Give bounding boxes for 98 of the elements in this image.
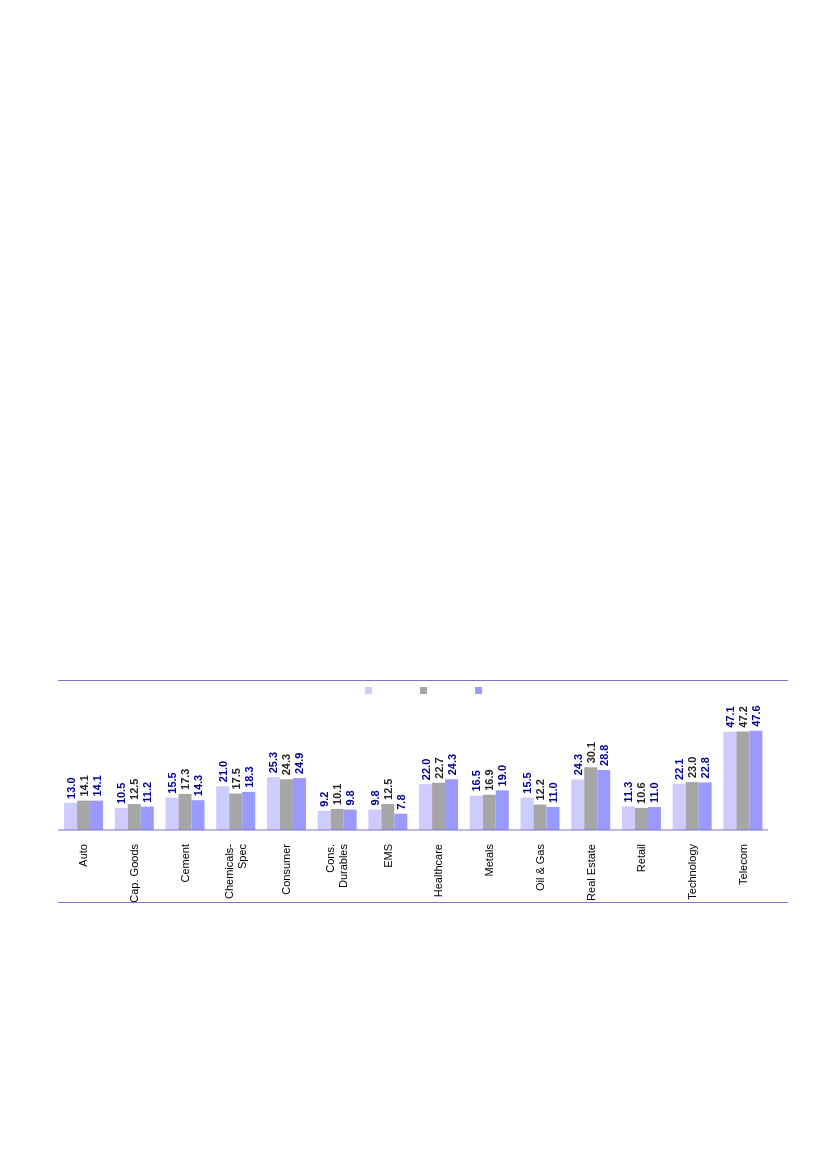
bar xyxy=(90,800,104,830)
bar xyxy=(317,810,331,830)
bar xyxy=(178,793,192,830)
data-label: 47.2 xyxy=(736,706,749,728)
data-label: 24.9 xyxy=(293,752,306,775)
x-tick-label: Oil & Gas xyxy=(533,843,546,892)
bar xyxy=(419,784,433,830)
data-label: 12.2 xyxy=(534,779,547,801)
data-label: 11.0 xyxy=(547,782,560,804)
data-label: 10.5 xyxy=(115,782,128,805)
data-label: 11.2 xyxy=(141,781,154,803)
x-tick-label: Cons. Durables xyxy=(324,843,350,889)
data-label: 12.5 xyxy=(381,778,394,800)
data-label: 22.7 xyxy=(432,757,445,779)
data-label: 15.5 xyxy=(521,772,534,794)
bar xyxy=(432,782,446,830)
x-tick-label: Healthcare xyxy=(432,844,445,898)
bar xyxy=(292,778,306,830)
bar xyxy=(229,793,243,830)
data-label: 17.5 xyxy=(229,768,242,790)
data-label: 9.2 xyxy=(318,791,331,807)
bar xyxy=(634,807,648,830)
data-label: 9.8 xyxy=(344,790,357,806)
data-label: 28.8 xyxy=(597,744,610,766)
data-label: 14.1 xyxy=(90,775,103,797)
bar xyxy=(482,794,496,830)
data-label: 24.3 xyxy=(571,753,584,776)
data-label: 16.5 xyxy=(470,770,483,792)
bar xyxy=(597,769,611,830)
data-label: 22.0 xyxy=(419,758,432,781)
bar xyxy=(723,731,737,830)
bar xyxy=(469,795,483,830)
x-tick-label: Cap. Goods xyxy=(128,843,141,903)
bar xyxy=(533,804,547,830)
data-label: 10.6 xyxy=(635,782,648,804)
x-tick-label: Real Estate xyxy=(584,844,597,901)
x-tick-label: Metals xyxy=(483,843,496,877)
x-tick-label: Consumer xyxy=(280,843,293,895)
bar xyxy=(736,731,750,830)
data-label: 22.8 xyxy=(699,757,712,779)
data-label: 10.1 xyxy=(331,783,344,805)
bar xyxy=(279,779,293,830)
bar xyxy=(672,783,686,830)
data-label: 47.1 xyxy=(723,706,736,728)
data-label: 11.3 xyxy=(622,781,635,803)
data-label: 21.0 xyxy=(216,760,229,783)
bar xyxy=(127,803,141,830)
bar xyxy=(495,790,509,830)
data-label: 11.0 xyxy=(648,782,661,804)
bar xyxy=(330,808,344,830)
data-label: 23.0 xyxy=(686,756,699,779)
bar xyxy=(77,800,91,830)
data-label: 30.1 xyxy=(584,741,597,764)
x-tick-label: Telecom xyxy=(736,844,749,885)
x-tick-label: Retail xyxy=(635,844,648,873)
bar xyxy=(140,806,154,830)
bar xyxy=(64,802,78,830)
bar xyxy=(698,782,712,830)
data-label: 47.6 xyxy=(749,705,762,727)
data-label: 25.3 xyxy=(267,751,280,774)
data-label: 14.1 xyxy=(77,775,90,797)
x-tick-label: EMS xyxy=(381,844,394,868)
x-tick-label: Chemicals-Spec xyxy=(223,843,248,900)
bar xyxy=(546,807,560,830)
x-tick-label: Auto xyxy=(77,844,90,867)
data-label: 15.5 xyxy=(166,772,179,794)
data-label: 17.3 xyxy=(179,768,192,790)
bar xyxy=(242,791,256,830)
data-label: 24.3 xyxy=(280,753,293,776)
x-tick-label: Cement xyxy=(178,844,191,883)
bar xyxy=(191,800,205,830)
bar xyxy=(647,807,661,830)
data-label: 7.8 xyxy=(394,794,407,810)
bar xyxy=(381,803,395,830)
data-label: 24.3 xyxy=(445,753,458,776)
data-label: 22.1 xyxy=(673,758,686,780)
bar xyxy=(165,797,179,830)
bar xyxy=(394,813,408,830)
data-label: 12.5 xyxy=(128,778,141,800)
bar xyxy=(343,809,357,830)
bar xyxy=(749,730,763,830)
bar xyxy=(584,767,598,830)
bar xyxy=(520,797,534,830)
bar xyxy=(216,786,230,830)
bar xyxy=(621,806,635,830)
bar xyxy=(445,779,459,830)
bar xyxy=(266,777,280,830)
data-label: 13.0 xyxy=(64,777,77,799)
data-label: 16.9 xyxy=(483,769,496,791)
x-tick-label: Technology xyxy=(685,843,698,900)
data-label: 18.3 xyxy=(242,766,255,788)
bar xyxy=(685,782,699,830)
bar xyxy=(114,808,128,830)
bar xyxy=(571,779,585,830)
data-label: 9.8 xyxy=(368,790,381,806)
data-label: 14.3 xyxy=(192,774,205,797)
data-label: 19.0 xyxy=(496,764,509,787)
bar xyxy=(368,809,382,830)
